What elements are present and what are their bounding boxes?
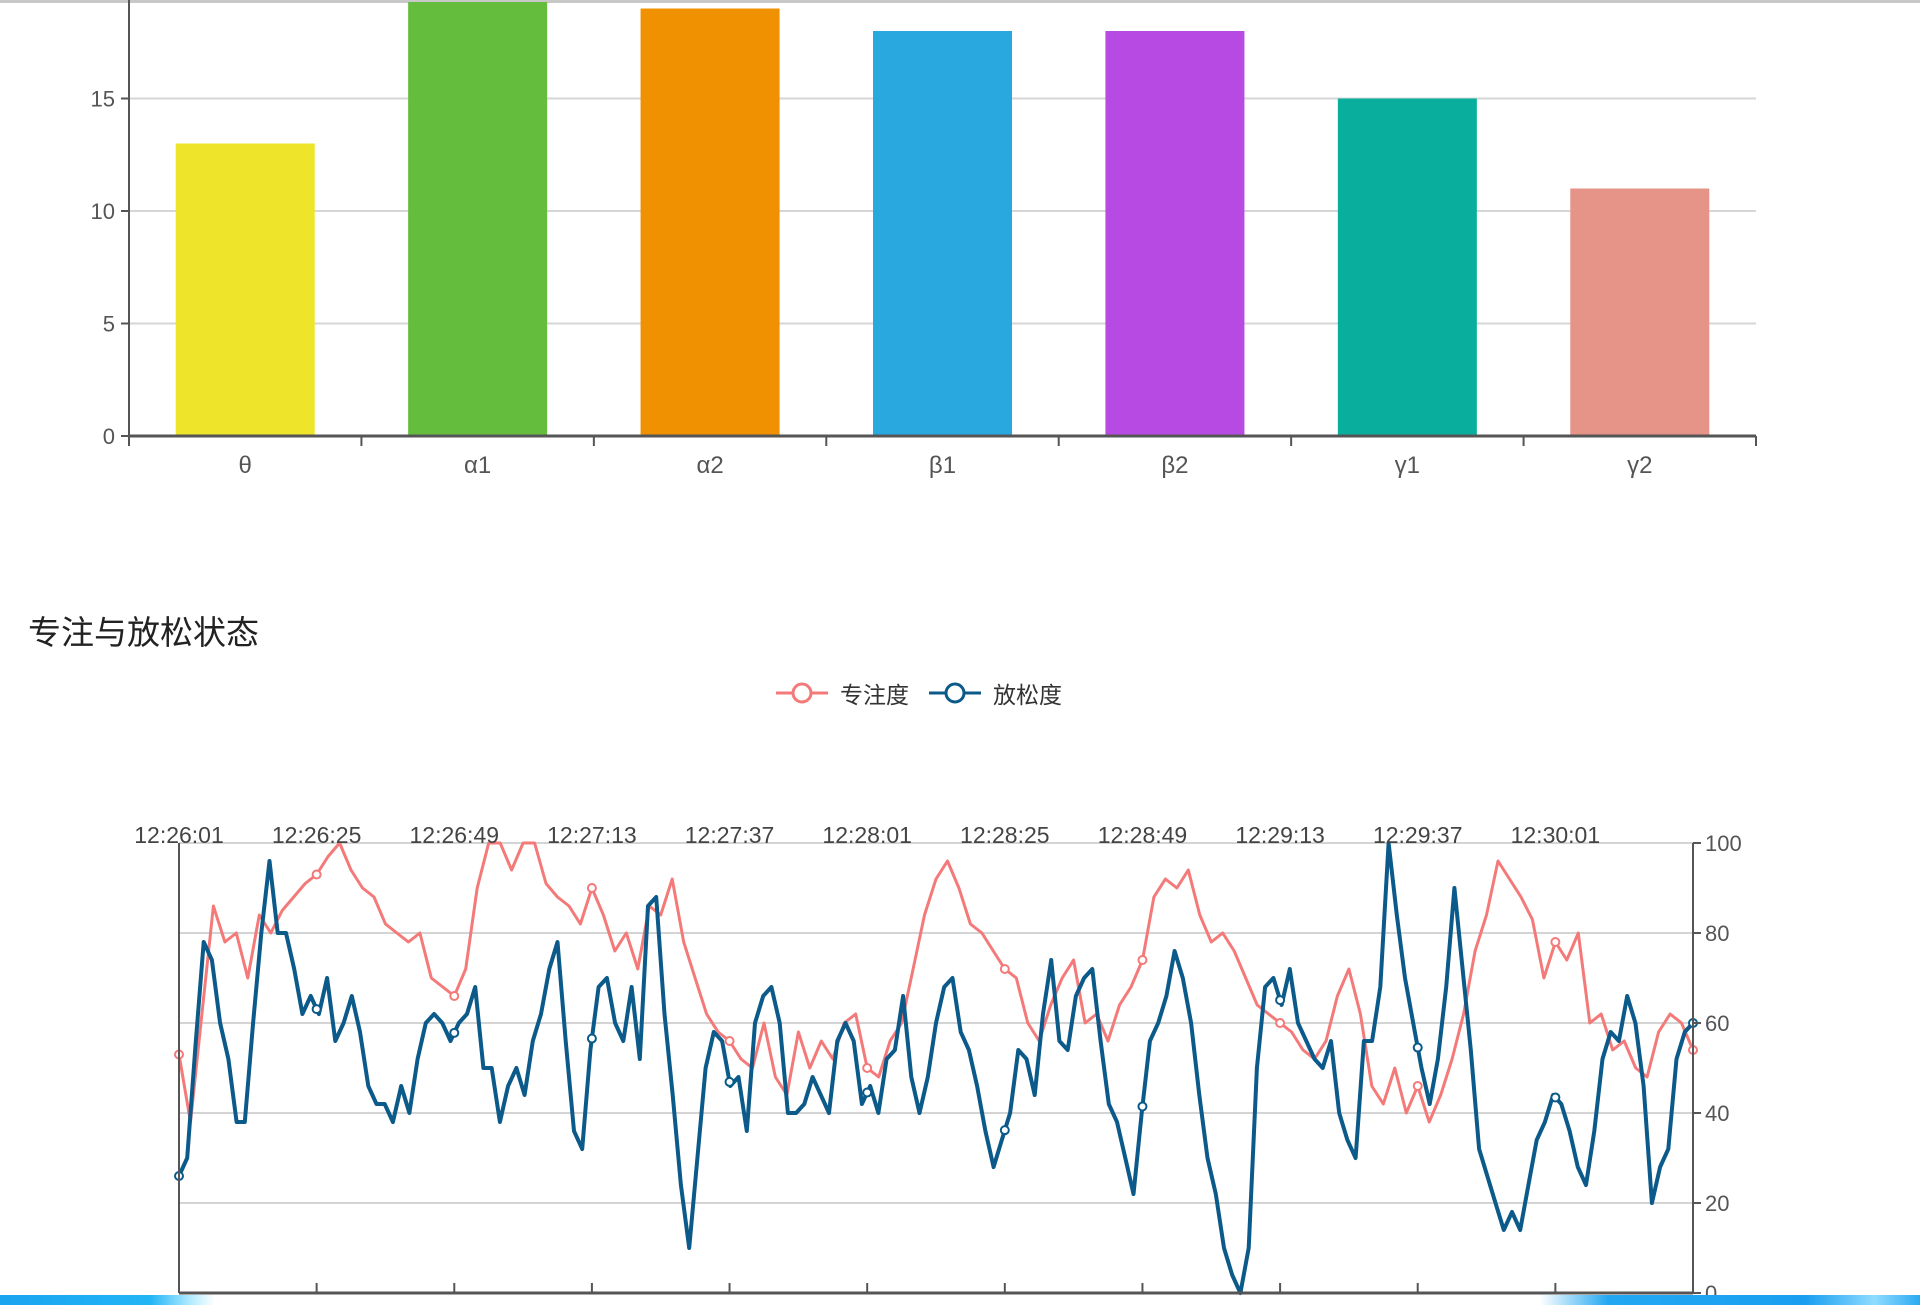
time-axis-label: 12:28:01: [822, 822, 912, 848]
legend-label-relax: 放松度: [993, 683, 1062, 709]
bar-3[interactable]: [873, 31, 1012, 436]
data-point-marker[interactable]: [999, 1125, 1010, 1136]
time-axis-label: 12:29:37: [1373, 822, 1463, 848]
x-category-label: β2: [1161, 452, 1188, 479]
y-tick-label: 0: [103, 424, 115, 449]
y-tick-label: 40: [1705, 1101, 1729, 1126]
line-chart-series: [174, 841, 1698, 1295]
x-category-label: γ1: [1395, 452, 1420, 479]
data-point-marker[interactable]: [1412, 1081, 1423, 1091]
data-point-marker[interactable]: [311, 869, 322, 880]
time-axis-label: 12:28:49: [1098, 822, 1188, 848]
time-axis-label: 12:29:13: [1235, 822, 1325, 848]
time-axis-label: 12:26:25: [272, 822, 362, 848]
data-point-marker[interactable]: [1550, 1092, 1561, 1103]
data-point-marker[interactable]: [586, 1033, 597, 1044]
chart-legend: 专注度 放松度: [776, 676, 1082, 710]
time-axis-label: 12:28:25: [960, 822, 1050, 848]
data-point-marker[interactable]: [1137, 955, 1148, 965]
legend-item-focus[interactable]: 专注度: [776, 676, 909, 710]
data-point-marker[interactable]: [1275, 1018, 1286, 1028]
time-axis-label: 12:27:37: [685, 822, 775, 848]
bottom-accent-bar-right: [1540, 1295, 1920, 1305]
y-tick-label: 100: [1705, 831, 1742, 856]
data-point-marker[interactable]: [862, 1063, 873, 1073]
y-tick-label: 15: [91, 87, 115, 112]
data-point-marker[interactable]: [1412, 1042, 1423, 1053]
time-axis-label: 12:26:49: [410, 822, 500, 848]
legend-line-circle-icon: [929, 682, 981, 704]
focus-series-line[interactable]: [177, 841, 1695, 1124]
legend-line-circle-icon: [776, 682, 828, 704]
bar-chart-axes: 0 5 10 15 θ α1 α2 β1 β2 γ1 γ2: [91, 0, 1757, 479]
y-tick-label: 80: [1705, 921, 1729, 946]
top-border: [0, 0, 1920, 3]
bar-5[interactable]: [1337, 98, 1477, 437]
relax-series-line[interactable]: [177, 841, 1695, 1295]
section-title: 专注与放松状态: [28, 613, 259, 652]
legend-label-focus: 专注度: [840, 683, 909, 709]
y-tick-label: 5: [103, 312, 115, 337]
data-point-marker[interactable]: [449, 1027, 460, 1038]
data-point-marker[interactable]: [1137, 1101, 1148, 1112]
time-axis-label: 12:30:01: [1511, 822, 1601, 848]
x-category-label: θ: [239, 452, 252, 479]
x-category-label: α2: [696, 452, 723, 479]
bar-2[interactable]: [640, 8, 780, 437]
bar-chart-bars: [175, 2, 1710, 437]
band-power-bar-chart: 0 5 10 15 θ α1 α2 β1 β2 γ1 γ2: [91, 0, 1757, 479]
bar-1[interactable]: [408, 2, 548, 436]
data-point-marker[interactable]: [449, 991, 460, 1001]
legend-item-relax[interactable]: 放松度: [929, 676, 1062, 710]
bar-0[interactable]: [175, 143, 315, 437]
bar-6[interactable]: [1570, 188, 1710, 437]
time-axis-label: 12:27:13: [547, 822, 637, 848]
bottom-accent-bar-left: [0, 1295, 215, 1305]
y-tick-label: 20: [1705, 1191, 1729, 1216]
y-tick-label: 10: [91, 199, 115, 224]
x-category-label: α1: [464, 452, 491, 479]
data-point-marker[interactable]: [862, 1087, 873, 1098]
data-point-marker[interactable]: [1550, 937, 1561, 947]
data-point-marker[interactable]: [724, 1036, 735, 1046]
data-point-marker[interactable]: [311, 1004, 322, 1015]
x-category-label: β1: [929, 452, 956, 479]
x-category-label: γ2: [1627, 452, 1652, 479]
bar-4[interactable]: [1105, 31, 1245, 436]
data-point-marker[interactable]: [999, 964, 1010, 974]
data-point-marker[interactable]: [724, 1076, 735, 1087]
data-point-marker[interactable]: [586, 883, 597, 893]
y-tick-label: 60: [1705, 1011, 1729, 1036]
data-point-marker[interactable]: [1275, 995, 1286, 1006]
time-axis-label: 12:26:01: [134, 822, 224, 848]
